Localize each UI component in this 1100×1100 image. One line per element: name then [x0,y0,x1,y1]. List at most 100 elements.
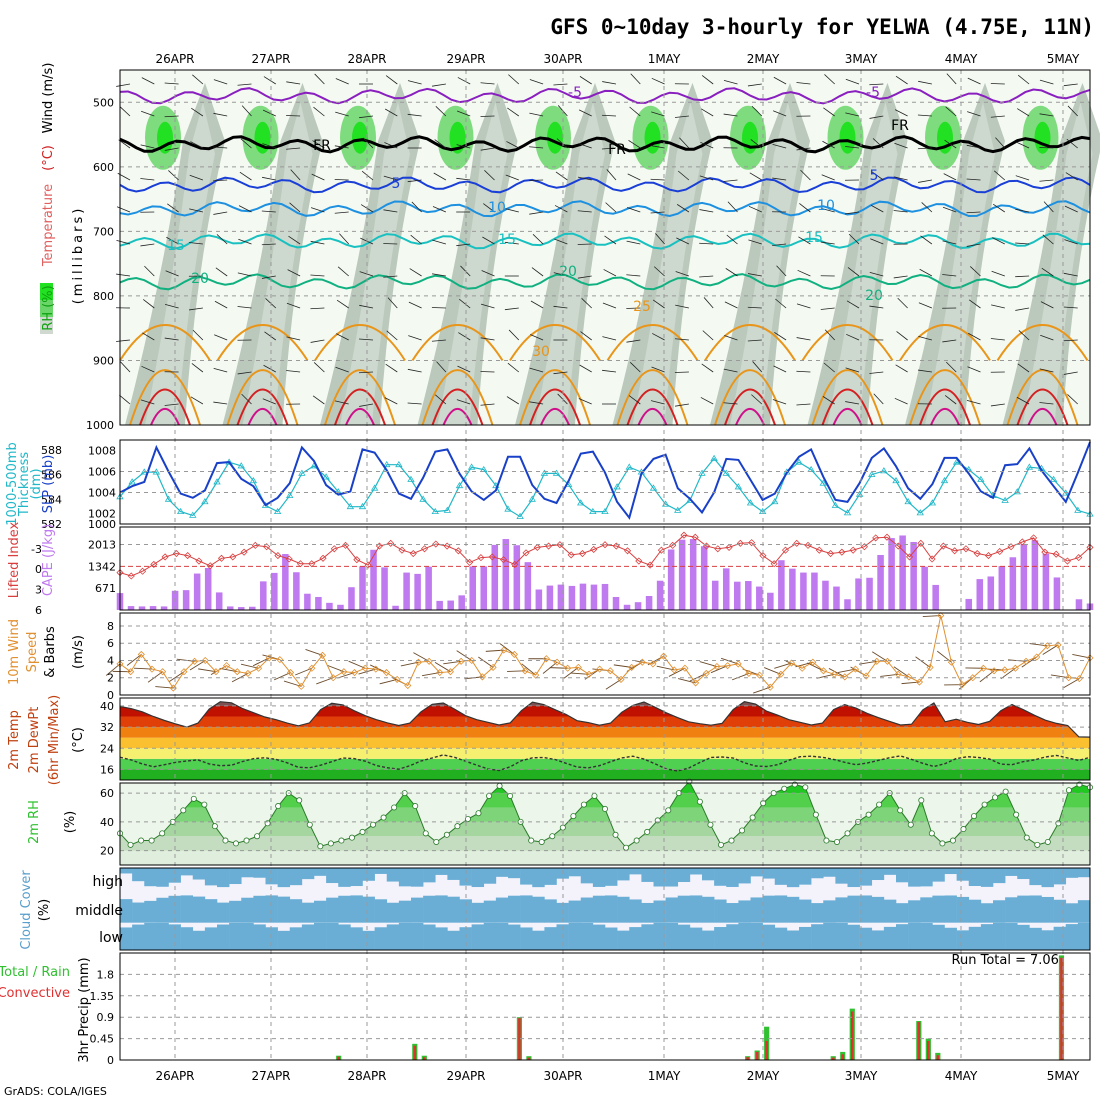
lifted-index-marker [127,572,135,580]
lifted-index-marker [725,543,733,551]
wind-barb [407,80,422,85]
lifted-index-marker [1030,534,1038,542]
wind-barb [189,174,204,181]
wind-speed-marker [233,668,241,676]
cape-bar [215,592,223,610]
wind-barb [313,106,325,117]
cloud-cover-bar [132,902,145,923]
rh-marker [211,823,218,830]
cloud-cover-bar [495,897,509,923]
dewpoint-line [119,754,1091,772]
cloud-cover-bar [726,903,739,923]
wind-barb [1063,272,1078,277]
wind-speed-marker [809,658,817,666]
wind-barb [580,331,592,341]
pressure-tick: 1000 [86,419,114,432]
wind-barb-10m [434,662,451,673]
cape-bar [976,579,984,610]
wind-barb [942,240,957,245]
date-label-top: 5MAY [1047,52,1080,66]
cloud-cover-bar [1017,895,1030,923]
cape-bar [689,539,697,610]
contour-label: 15 [167,238,185,254]
lifted-index-marker [511,560,519,568]
wind-speed-marker [361,664,369,672]
lifted-index-marker [443,542,451,550]
thickness-marker [734,483,743,490]
thickness-marker [358,502,367,510]
cloud-cover-bar [144,868,157,887]
cloud-cover-bar [204,868,218,886]
date-label-bottom: 3MAY [845,1069,878,1083]
wind-barb [164,337,179,341]
wind-barb [383,175,398,181]
wind-barb [797,269,811,277]
date-label-top: 4MAY [945,52,978,66]
temp-color-band [120,727,1090,738]
wind-barb [334,145,349,149]
wind-barb [943,173,957,181]
lifted-index-marker [206,562,214,570]
thickness-marker [443,506,452,513]
wind-barb [407,368,422,373]
cloud-cover-bar [665,897,679,923]
wind-barb [1015,208,1030,213]
lifted-index-marker [657,546,665,554]
wind-speed-marker [318,651,327,659]
cape-bar [127,606,135,610]
rh-marker [644,828,651,835]
cloud-cover-bar [229,922,242,950]
wind-barb-10m [305,649,323,656]
lifted-index-marker [488,553,496,561]
lifted-index-marker [951,547,959,555]
temperature-contour [119,273,1091,291]
wind-barb [529,401,544,405]
lifted-index-marker [1052,550,1060,558]
cloud-cover-bar [871,868,885,881]
wind-barb [505,174,519,181]
wind-barb [191,363,204,373]
rh-plume-mid [827,102,898,425]
upper-legend-rh: RH (%) [41,285,56,330]
cloud-cover-bar [411,897,424,923]
thickness-marker [528,495,536,502]
thickness-marker [892,476,900,484]
wind-barb [942,206,957,213]
precip-convective-bar [917,1021,921,1060]
thickness-marker [419,495,427,502]
wind-barb [821,174,835,181]
lifted-index-marker [623,547,632,555]
wind-barb [1066,138,1078,149]
temp-tick: 24 [100,742,114,755]
lifted-index-marker [1007,543,1015,551]
rh-marker [981,801,988,808]
wind-barb [459,298,471,309]
wind-barb [310,339,325,343]
wind-barb [701,75,714,85]
cape-bar [458,595,465,610]
cloud-cover-bar [714,899,727,923]
wind-speed-marker [574,663,582,671]
wind-barb [675,403,689,407]
wind-barb [749,172,763,181]
thickness-marker [237,462,245,469]
wind-barb [238,238,252,245]
cloud-cover-bar [750,922,763,950]
lifted-index-marker [1041,548,1049,556]
cloud-cover-bar [653,868,666,887]
contour-label: FR [608,142,626,158]
wind-barb [968,332,981,341]
upper-legend-temp-unit: (°C) [41,145,56,171]
rh-color-band [120,850,1090,865]
cloud-cover-bar [726,924,739,950]
cloud-cover-bar [144,900,157,923]
thickness-marker [322,473,330,480]
precip-tick: 0.45 [90,1033,115,1046]
thickness-marker [625,463,633,470]
wind-speed-marker [713,662,721,671]
rh-moist-peak [352,121,368,154]
wind-barb [529,367,544,373]
rh-moist-peak [644,121,661,154]
wind-speed-marker [638,658,646,666]
cloud-cover-bar [883,899,897,923]
